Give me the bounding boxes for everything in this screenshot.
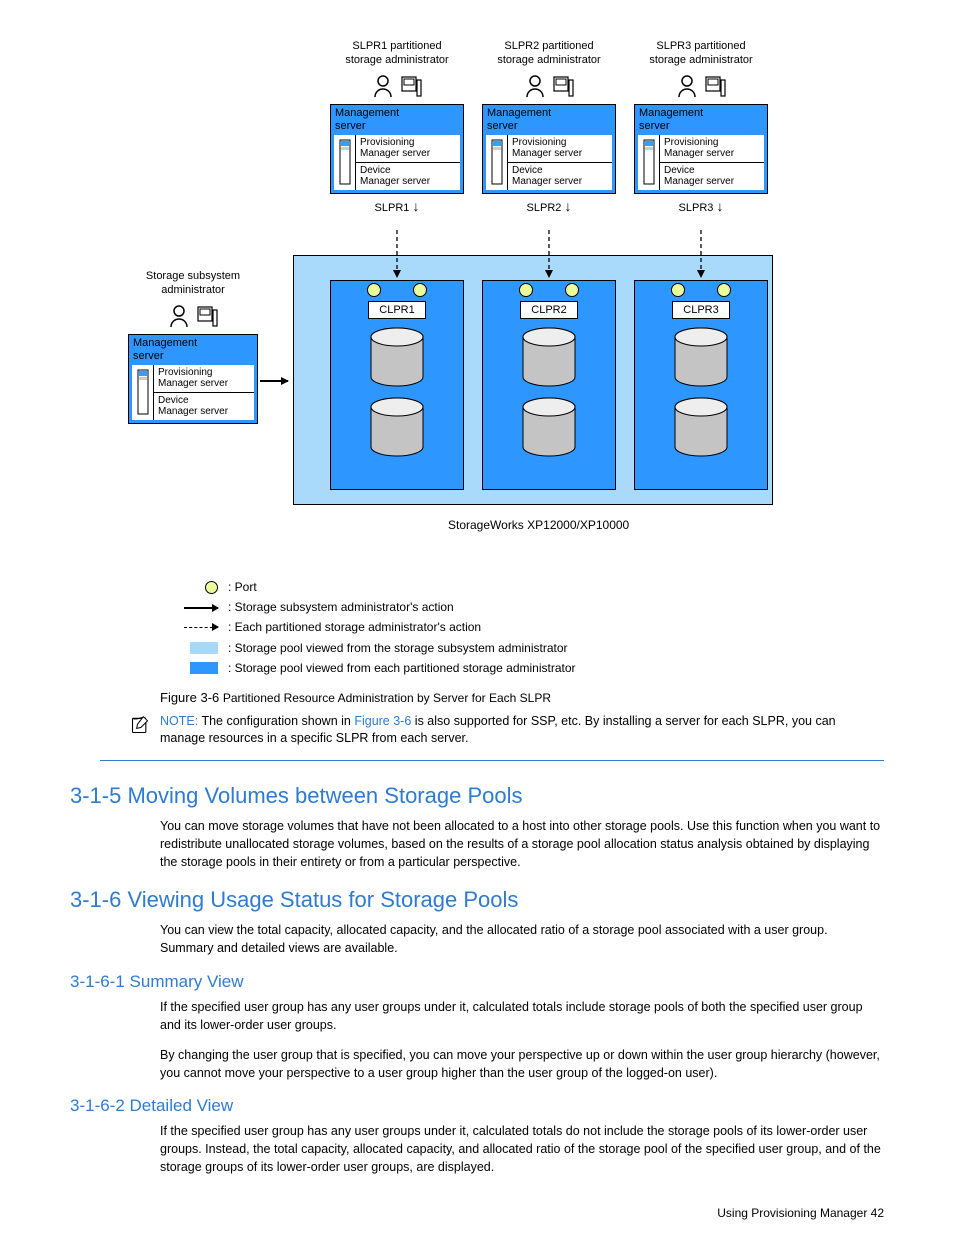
slpr-arrow-label: SLPR1 ↓ [330,198,464,214]
paragraph: If the specified user group has any user… [160,998,884,1034]
figure-caption: Figure 3-6 Partitioned Resource Administ… [160,690,884,705]
person-icon [676,74,698,98]
cylinder-icon [673,327,729,387]
person-icon [168,304,190,328]
slpr-partition-3: CLPR3 [634,280,768,490]
dashed-arrow-icon [330,230,464,280]
figure-link[interactable]: Figure 3-6 [354,714,411,728]
cylinder-icon [369,397,425,457]
clpr-label: CLPR1 [368,301,425,319]
paragraph: You can move storage volumes that have n… [160,817,884,871]
storage-system-label: StorageWorks XP12000/XP10000 [448,518,629,532]
tower-icon [136,368,150,416]
diagram-legend: : Port : Storage subsystem administrator… [178,578,884,678]
pc-icon [552,74,574,98]
slpr-col-2: SLPR2 partitionedstorage administrator M… [482,40,616,214]
cylinder-icon [369,327,425,387]
heading-3-1-6: 3-1-6 Viewing Usage Status for Storage P… [70,887,884,913]
dashed-arrow-icon [184,627,218,628]
tower-icon [490,138,504,186]
pc-icon [400,74,422,98]
page-footer: Using Provisioning Manager 42 [100,1206,884,1220]
slpr-partition-1: CLPR1 [330,280,464,490]
port-icon [205,581,218,594]
admin-label: SLPR1 partitioned storage administrator [330,40,464,68]
heading-3-1-6-2: 3-1-6-2 Detailed View [70,1096,884,1116]
solid-arrow-icon [260,380,288,382]
note-label: NOTE: [160,714,198,728]
port-icon [717,283,731,297]
legend-text: : Each partitioned storage administrator… [228,618,481,637]
legend-text: : Storage pool viewed from each partitio… [228,659,576,678]
slpr-col-3: SLPR3 partitionedstorage administrator M… [634,40,768,214]
legend-text: : Storage subsystem administrator's acti… [228,598,454,617]
dashed-arrow-icon [482,230,616,280]
port-icon [671,283,685,297]
pc-icon [704,74,726,98]
paragraph: You can view the total capacity, allocat… [160,921,884,957]
paragraph: By changing the user group that is speci… [160,1046,884,1082]
cylinder-icon [521,327,577,387]
note-text-pre: The configuration shown in [198,714,354,728]
legend-text: : Port [228,578,257,597]
mgmt-server-box: Management server Provisioning Manager s… [330,104,464,194]
port-icon [367,283,381,297]
dark-swatch-icon [190,662,218,674]
legend-text: : Storage pool viewed from the storage s… [228,639,568,658]
port-icon [519,283,533,297]
cylinder-icon [673,397,729,457]
note-icon [130,715,150,735]
person-icon [524,74,546,98]
figure-diagram: SLPR1 partitioned storage administrator … [178,40,884,570]
slpr-partition-2: CLPR2 [482,280,616,490]
dashed-arrow-icon [634,230,768,280]
port-icon [565,283,579,297]
pc-icon [196,304,218,328]
person-icon [372,74,394,98]
cylinder-icon [521,397,577,457]
tower-icon [642,138,656,186]
solid-arrow-icon [184,607,218,609]
heading-3-1-6-1: 3-1-6-1 Summary View [70,972,884,992]
slpr-col-1: SLPR1 partitioned storage administrator … [330,40,464,214]
heading-3-1-5: 3-1-5 Moving Volumes between Storage Poo… [70,783,884,809]
tower-icon [338,138,352,186]
note-block: NOTE: The configuration shown in Figure … [100,713,884,761]
light-swatch-icon [190,642,218,654]
paragraph: If the specified user group has any user… [160,1122,884,1176]
port-icon [413,283,427,297]
subsystem-admin-block: Storage subsystemadministrator Managemen… [128,270,258,424]
